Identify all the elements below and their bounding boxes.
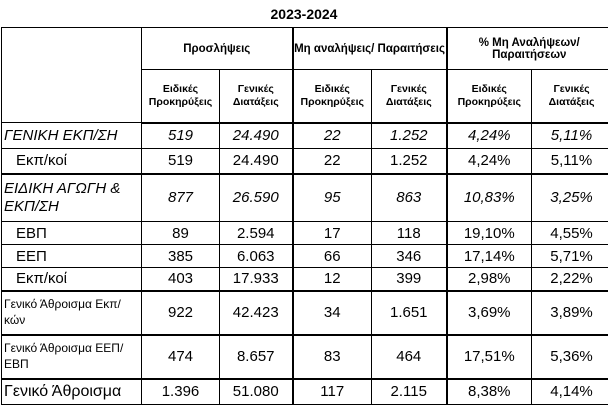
cell: 3,69%	[447, 291, 532, 335]
cell: 19,10%	[447, 222, 532, 245]
sub-header-general-hires: Γενικές Διατάξεις	[220, 70, 293, 123]
cell: 22	[293, 123, 372, 149]
cell: 519	[142, 123, 220, 149]
cell: 5,36%	[532, 335, 608, 379]
cell: 2.594	[220, 222, 293, 245]
cell: 2,98%	[447, 268, 532, 291]
table-row: Γενικό Άθροισμα 1.396 51.080 117 2.115 8…	[2, 379, 608, 405]
table-row: ΕΒΠ 89 2.594 17 118 19,10% 4,55%	[2, 222, 608, 245]
row-label: ΕΒΠ	[2, 222, 142, 245]
cell: 1.651	[372, 291, 447, 335]
cell: 17	[293, 222, 372, 245]
cell: 4,24%	[447, 123, 532, 149]
cell: 24.490	[220, 149, 293, 174]
cell: 42.423	[220, 291, 293, 335]
sub-header-general-percent: Γενικές Διατάξεις	[532, 70, 608, 123]
cell: 877	[142, 174, 220, 222]
data-table: Προσλήψεις Μη αναλήψεις/ Παραιτήσεις % Μ…	[1, 27, 608, 405]
cell: 118	[372, 222, 447, 245]
cell: 6.063	[220, 245, 293, 268]
cell: 10,83%	[447, 174, 532, 222]
cell: 5,71%	[532, 245, 608, 268]
cell: 66	[293, 245, 372, 268]
cell: 2,22%	[532, 268, 608, 291]
cell: 922	[142, 291, 220, 335]
cell: 863	[372, 174, 447, 222]
row-label: Εκπ/κοί	[2, 268, 142, 291]
cell: 12	[293, 268, 372, 291]
cell: 519	[142, 149, 220, 174]
cell: 1.252	[372, 123, 447, 149]
cell: 26.590	[220, 174, 293, 222]
cell: 385	[142, 245, 220, 268]
table-row: Εκπ/κοί 403 17.933 12 399 2,98% 2,22%	[2, 268, 608, 291]
sub-header-special-percent: Ειδικές Προκηρύξεις	[447, 70, 532, 123]
table-row: ΓΕΝΙΚΗ ΕΚΠ/ΣΗ 519 24.490 22 1.252 4,24% …	[2, 123, 608, 149]
cell: 1.396	[142, 379, 220, 405]
row-label: Γενικό Άθροισμα Εκπ/κών	[2, 291, 142, 335]
cell: 3,25%	[532, 174, 608, 222]
cell: 4,14%	[532, 379, 608, 405]
group-header-hires: Προσλήψεις	[142, 28, 293, 70]
sub-header-general-non: Γενικές Διατάξεις	[372, 70, 447, 123]
row-label: ΕΕΠ	[2, 245, 142, 268]
cell: 83	[293, 335, 372, 379]
cell: 464	[372, 335, 447, 379]
cell: 17.933	[220, 268, 293, 291]
group-header-percent: % Μη Αναλήψεων/Παραιτήσεων	[447, 28, 608, 70]
row-label: Εκπ/κοί	[2, 149, 142, 174]
sub-header-special-non: Ειδικές Προκηρύξεις	[293, 70, 372, 123]
table-row: ΕΙΔΙΚΗ ΑΓΩΓΗ & ΕΚΠ/ΣΗ 877 26.590 95 863 …	[2, 174, 608, 222]
cell: 51.080	[220, 379, 293, 405]
cell: 5,11%	[532, 123, 608, 149]
cell: 117	[293, 379, 372, 405]
group-header-row: Προσλήψεις Μη αναλήψεις/ Παραιτήσεις % Μ…	[2, 28, 608, 70]
corner-cell	[2, 28, 142, 123]
cell: 5,11%	[532, 149, 608, 174]
cell: 2.115	[372, 379, 447, 405]
cell: 95	[293, 174, 372, 222]
cell: 346	[372, 245, 447, 268]
table-row: Εκπ/κοί 519 24.490 22 1.252 4,24% 5,11%	[2, 149, 608, 174]
cell: 34	[293, 291, 372, 335]
cell: 8.657	[220, 335, 293, 379]
cell: 17,14%	[447, 245, 532, 268]
cell: 1.252	[372, 149, 447, 174]
cell: 22	[293, 149, 372, 174]
cell: 399	[372, 268, 447, 291]
cell: 3,89%	[532, 291, 608, 335]
table-row: Γενικό Άθροισμα ΕΕΠ/ΕΒΠ 474 8.657 83 464…	[2, 335, 608, 379]
cell: 474	[142, 335, 220, 379]
cell: 24.490	[220, 123, 293, 149]
table-row: ΕΕΠ 385 6.063 66 346 17,14% 5,71%	[2, 245, 608, 268]
cell: 17,51%	[447, 335, 532, 379]
row-label: Γενικό Άθροισμα ΕΕΠ/ΕΒΠ	[2, 335, 142, 379]
group-header-non-acceptances: Μη αναλήψεις/ Παραιτήσεις	[293, 28, 447, 70]
cell: 403	[142, 268, 220, 291]
table-row: Γενικό Άθροισμα Εκπ/κών 922 42.423 34 1.…	[2, 291, 608, 335]
row-label: ΕΙΔΙΚΗ ΑΓΩΓΗ & ΕΚΠ/ΣΗ	[2, 174, 142, 222]
cell: 89	[142, 222, 220, 245]
sub-header-special-hires: Ειδικές Προκηρύξεις	[142, 70, 220, 123]
cell: 4,24%	[447, 149, 532, 174]
row-label: ΓΕΝΙΚΗ ΕΚΠ/ΣΗ	[2, 123, 142, 149]
cell: 8,38%	[447, 379, 532, 405]
cell: 4,55%	[532, 222, 608, 245]
table-title: 2023-2024	[0, 0, 608, 28]
row-label: Γενικό Άθροισμα	[2, 379, 142, 405]
